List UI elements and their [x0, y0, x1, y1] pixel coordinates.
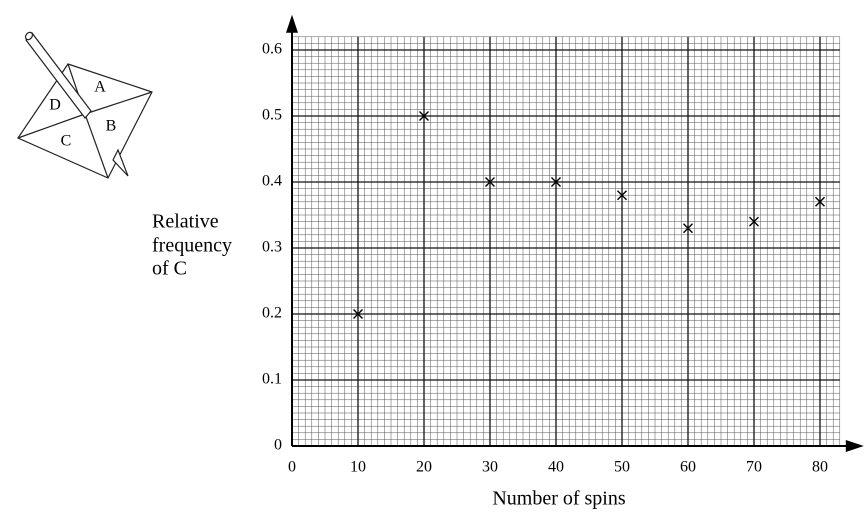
y-tick-label: 0.3 — [262, 239, 282, 256]
y-tick-label: 0.1 — [262, 371, 282, 388]
y-tick-label: 0.4 — [262, 173, 282, 190]
x-tick-label: 70 — [746, 459, 762, 476]
point — [749, 216, 759, 227]
y-axis-label: of C — [152, 258, 187, 280]
x-axis-label: Number of spins — [492, 488, 626, 510]
point — [617, 190, 627, 201]
x-tick-label: 30 — [482, 459, 498, 476]
y-axis-label: Relative — [152, 211, 219, 233]
grid — [291, 36, 841, 447]
y-axis-arrow — [286, 14, 298, 33]
y-tick-label: 0.5 — [262, 107, 282, 124]
y-tick-label: 0 — [274, 437, 282, 454]
y-axis-label: frequency — [152, 235, 232, 257]
x-tick-label: 60 — [680, 459, 696, 476]
point — [815, 196, 825, 207]
point — [683, 223, 693, 234]
point — [419, 111, 429, 121]
x-tick-label: 80 — [812, 459, 828, 476]
point — [353, 309, 363, 319]
x-tick-label: 10 — [350, 459, 366, 476]
diagram-label: A — [94, 79, 106, 96]
spinner-diagram — [17, 31, 153, 179]
y-tick-label: 0.2 — [262, 305, 282, 322]
point — [551, 177, 561, 187]
x-tick-label: 40 — [548, 459, 564, 476]
x-tick-label: 0 — [288, 459, 296, 476]
x-tick-label: 20 — [416, 459, 432, 476]
x-axis-arrow — [845, 440, 864, 452]
diagram-label: D — [49, 97, 61, 114]
diagram-label: B — [106, 118, 117, 135]
point — [485, 177, 495, 187]
x-tick-label: 50 — [614, 459, 630, 476]
diagram-label: C — [61, 133, 72, 150]
y-tick-label: 0.6 — [262, 41, 282, 58]
